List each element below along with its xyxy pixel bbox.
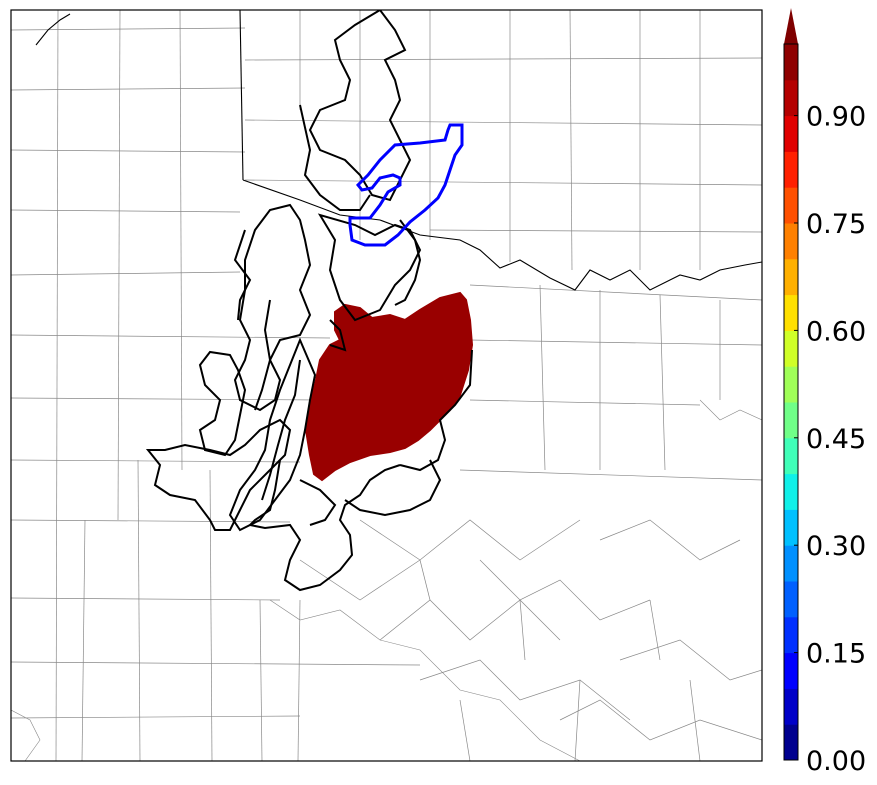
colorbar-segment	[784, 437, 798, 475]
map-panel	[10, 9, 763, 762]
colorbar-tick-label: 0.90	[806, 102, 866, 133]
colorbar-segments	[784, 44, 798, 761]
colorbar-segment	[784, 258, 798, 296]
colorbar-segment	[784, 223, 798, 260]
map-frame	[10, 9, 763, 762]
state-line-west	[239, 10, 244, 181]
colorbar-tick-label: 0.60	[806, 316, 866, 347]
contour-member-7	[145, 418, 292, 531]
colorbar-segment	[784, 402, 798, 439]
colorbar-segment	[784, 294, 798, 331]
river-lines	[11, 399, 762, 761]
colorbar-segment	[784, 509, 798, 546]
contour-member-14	[254, 299, 272, 411]
colorbar-tick-label: 0.00	[806, 746, 866, 777]
colorbar-segment	[784, 79, 798, 117]
colorbar-segment	[784, 688, 798, 725]
contour-member-6	[198, 350, 247, 457]
colorbar-segment	[784, 187, 798, 224]
contour-member-9	[399, 349, 473, 472]
contour-member-16	[261, 359, 301, 501]
red-river-state-line	[242, 179, 762, 291]
probability-filled-region	[304, 291, 474, 482]
colorbar-segment	[784, 151, 798, 188]
contour-member-2	[299, 104, 371, 211]
highlight-contour	[348, 123, 464, 247]
contour-member-15	[233, 229, 252, 321]
colorbar-segment	[784, 652, 798, 689]
county-boundaries	[11, 10, 762, 761]
colorbar-segment	[784, 366, 798, 403]
colorbar-segment	[784, 581, 798, 618]
state-line-corner	[35, 13, 71, 46]
contour-member-1	[308, 10, 412, 202]
colorbar-tick-label: 0.75	[806, 209, 866, 240]
highlight-contour-path	[348, 123, 464, 247]
colorbar-segment	[784, 724, 798, 761]
contour-member-11	[344, 459, 442, 517]
contour-member-10	[329, 319, 347, 352]
colorbar-frame	[783, 43, 799, 761]
colorbar-segment	[784, 115, 798, 152]
colorbar-extend-triangle	[784, 8, 798, 44]
colorbar-segment	[784, 545, 798, 582]
colorbar-segment	[784, 616, 798, 654]
colorbar: 0.00 0.15 0.30 0.45 0.60 0.75 0.90	[783, 8, 866, 777]
contour-member-13	[394, 219, 422, 306]
colorbar-segment	[784, 44, 798, 81]
colorbar-segment	[784, 473, 798, 510]
contour-member-12	[299, 479, 337, 526]
colorbar-segment	[784, 330, 798, 367]
contour-member-4	[317, 213, 422, 322]
colorbar-tick-label: 0.30	[806, 531, 866, 562]
colorbar-ticks: 0.00 0.15 0.30 0.45 0.60 0.75 0.90	[794, 102, 866, 777]
state-boundaries	[35, 10, 762, 291]
colorbar-tick-label: 0.45	[806, 424, 866, 455]
contour-member-5	[228, 337, 317, 532]
ensemble-member-contours	[145, 10, 473, 592]
contour-member-8	[247, 459, 401, 592]
colorbar-tick-label: 0.15	[806, 639, 866, 670]
